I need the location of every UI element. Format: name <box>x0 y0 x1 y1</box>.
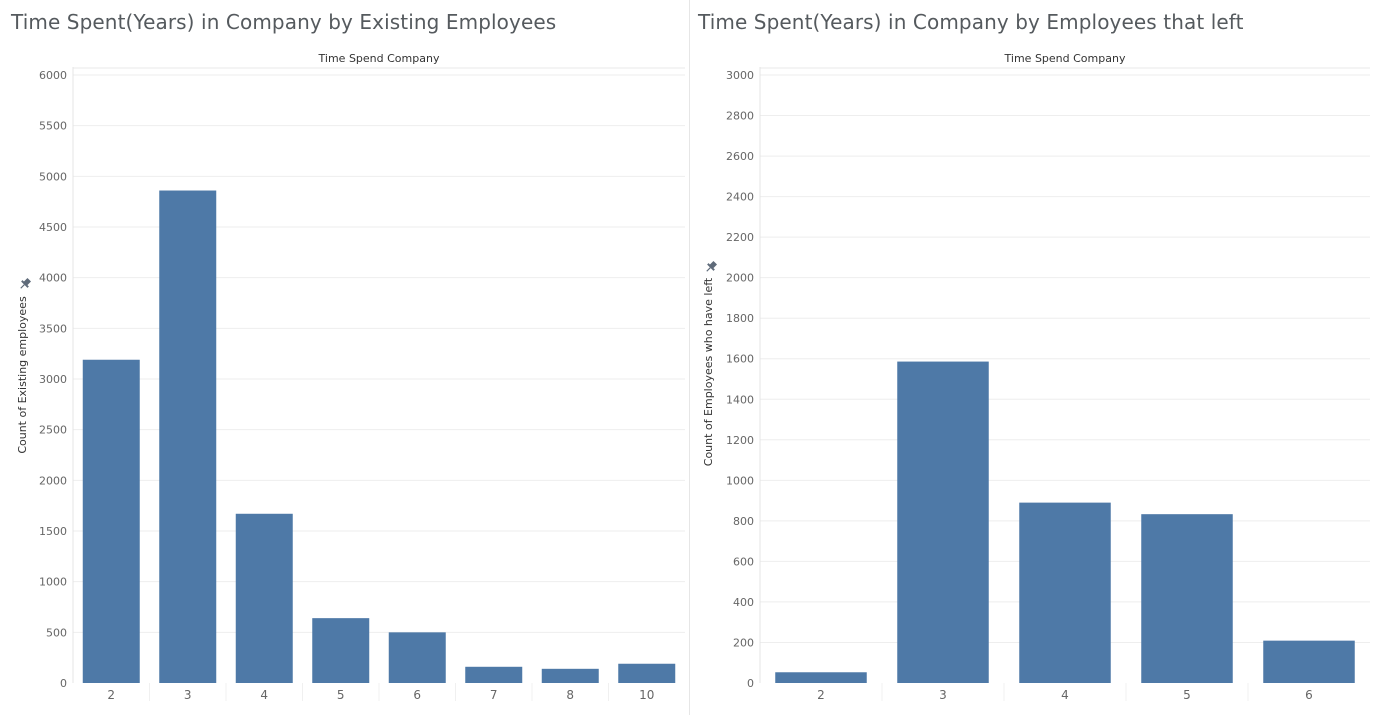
y-axis-label: Count of Existing employees <box>16 296 29 454</box>
left-employees-bar-chart: Time Spend Company 0 200 400 600 800 1000 1200 1… <box>702 52 1370 702</box>
bar-2[interactable] <box>82 359 140 683</box>
y-axis-label: Count of Employees who have left <box>702 277 715 466</box>
bar-6[interactable] <box>388 632 446 683</box>
y-tick-label: 2000 <box>726 272 754 285</box>
y-tick-label: 2500 <box>39 424 67 437</box>
x-tick-label: 5 <box>337 688 345 702</box>
y-tick-label: 4500 <box>39 221 67 234</box>
chart-header: Time Spend Company <box>1004 52 1126 65</box>
bar-6[interactable] <box>1263 640 1355 683</box>
bar-5[interactable] <box>312 618 370 683</box>
x-tick-label: 6 <box>1305 688 1313 702</box>
bar-10[interactable] <box>618 663 676 683</box>
existing-employees-chart-panel: Time Spent(Years) in Company by Existing… <box>0 0 690 715</box>
y-tick-label: 800 <box>733 515 754 528</box>
chart-header: Time Spend Company <box>318 52 440 65</box>
y-tick-label: 4000 <box>39 272 67 285</box>
bar-8[interactable] <box>541 668 599 683</box>
y-tick-label: 0 <box>747 677 754 690</box>
x-tick-label: 3 <box>939 688 947 702</box>
y-tick-label: 200 <box>733 636 754 649</box>
x-tick-label: 8 <box>566 688 574 702</box>
pin-icon[interactable] <box>704 260 719 275</box>
y-tick-label: 1000 <box>726 474 754 487</box>
x-tick-label: 4 <box>260 688 268 702</box>
bar-4[interactable] <box>1019 502 1111 683</box>
existing-chart-title: Time Spent(Years) in Company by Existing… <box>11 10 557 34</box>
y-tick-label: 1800 <box>726 312 754 325</box>
pin-icon[interactable] <box>18 277 33 292</box>
bar-3[interactable] <box>897 361 989 683</box>
left-chart-title: Time Spent(Years) in Company by Employee… <box>698 10 1244 34</box>
y-tick-label: 0 <box>60 677 67 690</box>
y-tick-label: 500 <box>46 626 67 639</box>
bar-7[interactable] <box>465 666 523 683</box>
bar-3[interactable] <box>159 190 217 683</box>
x-tick-label: 5 <box>1183 688 1191 702</box>
y-tick-label: 6000 <box>39 69 67 82</box>
y-tick-label: 3500 <box>39 322 67 335</box>
y-tick-label: 2800 <box>726 110 754 123</box>
y-tick-label: 2000 <box>39 474 67 487</box>
left-employees-chart-panel: Time Spent(Years) in Company by Employee… <box>690 0 1385 715</box>
panel-divider <box>689 0 690 715</box>
bar-4[interactable] <box>235 513 293 683</box>
y-tick-label: 2400 <box>726 191 754 204</box>
x-tick-label: 7 <box>490 688 498 702</box>
y-tick-label: 5500 <box>39 120 67 133</box>
x-tick-label: 2 <box>817 688 825 702</box>
y-tick-label: 1400 <box>726 393 754 406</box>
y-tick-label: 1600 <box>726 353 754 366</box>
bar-5[interactable] <box>1141 514 1233 683</box>
y-tick-label: 400 <box>733 596 754 609</box>
y-tick-label: 1000 <box>39 576 67 589</box>
x-tick-label: 6 <box>413 688 421 702</box>
y-tick-label: 2200 <box>726 231 754 244</box>
x-tick-label: 2 <box>107 688 115 702</box>
x-tick-label: 4 <box>1061 688 1069 702</box>
x-tick-label: 3 <box>184 688 192 702</box>
y-tick-label: 1200 <box>726 434 754 447</box>
y-tick-label: 600 <box>733 555 754 568</box>
bar-2[interactable] <box>775 672 867 683</box>
x-tick-label: 10 <box>639 688 654 702</box>
y-tick-label: 5000 <box>39 170 67 183</box>
y-tick-label: 1500 <box>39 525 67 538</box>
y-tick-label: 3000 <box>39 373 67 386</box>
existing-employees-bar-chart: Time Spend Company 0 500 1000 1500 2000 2500 30… <box>16 52 685 702</box>
y-tick-label: 3000 <box>726 69 754 82</box>
y-tick-label: 2600 <box>726 150 754 163</box>
